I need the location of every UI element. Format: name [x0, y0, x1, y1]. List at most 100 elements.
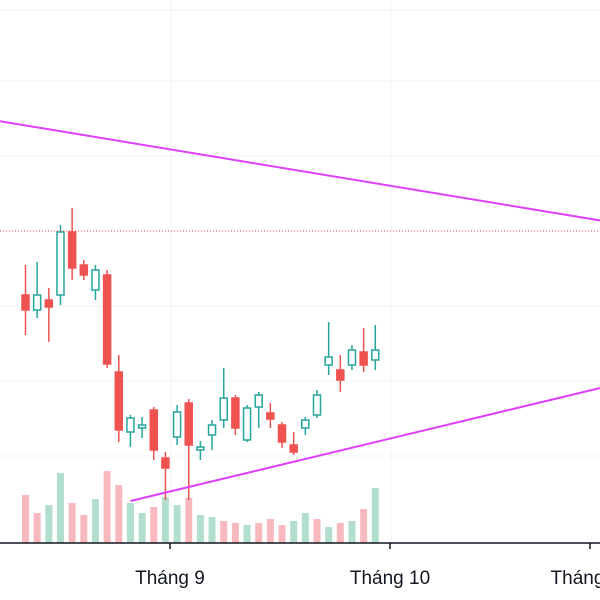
- x-tick-label: Tháng 11: [551, 568, 600, 589]
- volume-bar: [220, 521, 228, 543]
- candle: [102, 270, 112, 368]
- candle: [67, 208, 77, 280]
- candle: [219, 368, 228, 428]
- candle: [207, 420, 217, 450]
- candle: [266, 403, 275, 428]
- candle-body: [91, 269, 100, 291]
- volume-bar: [161, 497, 169, 543]
- candle: [336, 355, 345, 392]
- candle: [347, 345, 357, 370]
- candle-body: [254, 394, 263, 408]
- candle-body: [172, 411, 182, 438]
- grid: [0, 0, 600, 543]
- candle-body: [371, 349, 380, 361]
- volume-bar: [45, 505, 53, 543]
- candle: [312, 390, 322, 418]
- volume-bar: [150, 507, 158, 543]
- volume-bar: [126, 503, 134, 543]
- candle: [114, 355, 124, 442]
- candle-body: [196, 446, 205, 451]
- candle-body: [56, 231, 65, 296]
- volume-bar: [255, 523, 263, 543]
- candle: [324, 322, 333, 375]
- candle-body: [359, 351, 368, 366]
- volume-bar: [91, 499, 99, 543]
- candle: [149, 407, 159, 460]
- candle: [44, 288, 54, 342]
- candle-body: [336, 369, 345, 381]
- candle-body: [32, 294, 42, 311]
- trendline-upper: [0, 120, 600, 222]
- candle-body: [102, 274, 112, 365]
- candle: [91, 265, 100, 300]
- candle: [254, 392, 263, 428]
- volume-bar: [371, 488, 379, 543]
- candle-body: [67, 231, 77, 269]
- volume-bar: [278, 525, 286, 543]
- volume-bar: [243, 525, 251, 543]
- candle-body: [79, 264, 89, 276]
- candle-body: [149, 409, 159, 451]
- volume-bar: [301, 513, 309, 543]
- volume-bar: [22, 495, 29, 543]
- volume-bar: [313, 519, 321, 543]
- trendline-lower: [130, 387, 600, 502]
- candle-body: [161, 457, 170, 469]
- volume-bar: [138, 513, 146, 543]
- volume-bar: [208, 517, 216, 543]
- volume-bar: [196, 515, 204, 543]
- volume-bar: [185, 498, 193, 543]
- candle-body: [114, 371, 124, 431]
- candle: [242, 405, 252, 442]
- volume-bar: [266, 519, 274, 543]
- candle: [196, 441, 205, 460]
- candle-body: [207, 424, 217, 436]
- candle-body: [184, 402, 193, 446]
- candle: [277, 422, 287, 448]
- candle-body: [289, 444, 298, 453]
- volume-bar: [325, 527, 333, 543]
- candle-body: [137, 424, 147, 429]
- candle: [172, 405, 182, 445]
- candle-body: [242, 407, 252, 441]
- volume-bar: [290, 521, 298, 543]
- candle-body: [312, 394, 322, 416]
- volume-bar: [68, 503, 76, 543]
- candle-body: [21, 294, 30, 311]
- candle-body: [277, 424, 287, 443]
- volume-bar: [80, 515, 88, 543]
- candle: [359, 328, 368, 372]
- candle-body: [219, 397, 228, 421]
- volume-bar: [115, 485, 123, 543]
- candle: [21, 265, 30, 335]
- candle: [184, 399, 193, 500]
- candle-body: [301, 419, 310, 429]
- x-tick-label: Tháng 10: [350, 568, 430, 589]
- candle-body: [44, 299, 54, 308]
- candle: [137, 417, 147, 438]
- candle: [371, 325, 380, 370]
- volume-bar: [348, 521, 356, 543]
- x-tick-label: Tháng 9: [135, 568, 205, 589]
- volume-bar: [56, 473, 64, 543]
- candle-body: [231, 397, 240, 429]
- volume-bars: [22, 471, 379, 543]
- overlays: [0, 120, 600, 502]
- candles: [21, 208, 380, 500]
- candle: [301, 417, 310, 435]
- candle: [231, 395, 240, 435]
- volume-bar: [360, 509, 368, 543]
- candle: [126, 415, 135, 447]
- x-axis: Tháng 9 Tháng 10 Tháng 11: [0, 542, 600, 589]
- candle: [32, 262, 42, 318]
- candle: [289, 432, 298, 455]
- volume-bar: [173, 505, 181, 543]
- volume-bar: [103, 471, 111, 543]
- candle-body: [126, 417, 135, 433]
- candle-body: [266, 412, 275, 420]
- candle-body: [347, 349, 357, 366]
- volume-bar: [231, 523, 239, 543]
- volume-bar: [33, 513, 41, 543]
